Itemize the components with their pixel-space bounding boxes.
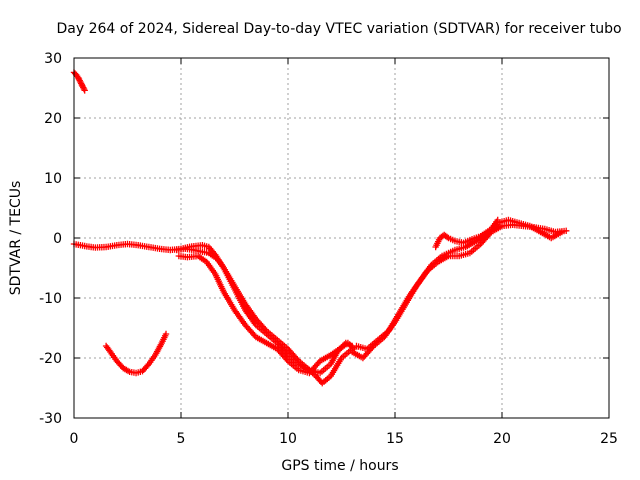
x-tick-label: 15 — [386, 431, 404, 447]
data-point — [75, 76, 83, 83]
y-tick-label: 30 — [44, 51, 62, 67]
y-tick-label: 10 — [44, 171, 62, 187]
data-point — [558, 228, 566, 236]
data-point — [80, 85, 88, 93]
x-tick-label: 20 — [493, 431, 511, 447]
data-point — [75, 74, 82, 81]
data-point — [144, 362, 151, 369]
chart-title: Day 264 of 2024, Sidereal Day-to-day VTE… — [56, 21, 621, 37]
data-point — [77, 80, 85, 87]
plot-area — [70, 69, 570, 387]
series-arc-bump — [432, 216, 501, 251]
series-arc-early-high — [70, 69, 88, 94]
x-tick-label: 0 — [70, 431, 79, 447]
x-axis-label: GPS time / hours — [281, 458, 398, 474]
series-arc-recovery-b — [353, 216, 566, 353]
data-point — [76, 77, 83, 84]
y-tick-label: -20 — [39, 351, 62, 367]
y-tick-label: 20 — [44, 111, 62, 127]
data-point — [78, 81, 86, 88]
series-arc-near-zero — [70, 240, 356, 387]
data-point — [443, 233, 451, 241]
data-point — [494, 216, 501, 224]
series-arc-bowl — [102, 330, 170, 377]
grid — [74, 58, 609, 418]
data-point — [77, 78, 84, 86]
data-point — [80, 84, 87, 91]
y-axis-label: SDTVAR / TECUs — [8, 181, 24, 296]
y-tick-label: -10 — [39, 291, 62, 307]
data-point — [563, 227, 570, 234]
series-arc-parallel-lower — [175, 252, 358, 377]
data-point — [79, 83, 86, 90]
plot-border — [73, 57, 610, 419]
data-point — [81, 87, 88, 94]
y-tick-label: -30 — [39, 411, 62, 427]
x-tick-label: 10 — [279, 431, 297, 447]
data-point — [162, 330, 170, 338]
y-tick-label: 0 — [53, 231, 62, 247]
x-tick-label: 25 — [600, 431, 618, 447]
ticks: 0 5 10 15 20 25 -30 -20 -10 0 10 20 30 — [39, 51, 618, 447]
x-tick-label: 5 — [177, 431, 186, 447]
